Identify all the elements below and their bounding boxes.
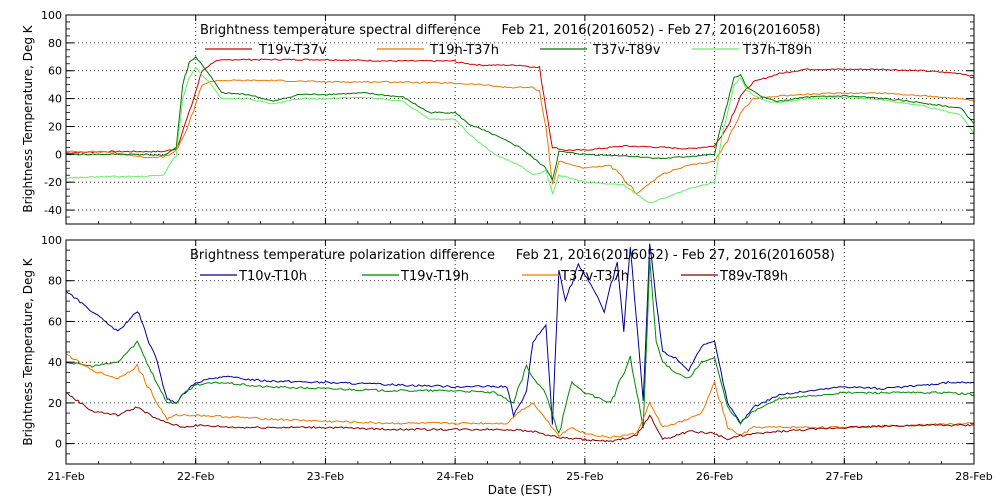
x-tick-label: 27-Feb (826, 470, 863, 483)
series-line-t19v-t37v (66, 58, 974, 154)
y-tick-label: 80 (48, 275, 62, 288)
plot-frame (65, 14, 975, 225)
y-tick-label: 40 (48, 93, 62, 106)
polarization-difference-panel: Brightness temperature polarization diff… (21, 234, 993, 497)
y-tick-label: 40 (48, 356, 62, 369)
legend-label: T37v-T89v (592, 43, 661, 58)
series-line-t37h-t89h (66, 67, 974, 204)
legend-label: T19h-T37h (429, 43, 499, 58)
y-tick-label: 60 (48, 65, 62, 78)
y-tick-label: -40 (44, 204, 62, 217)
series-line-t10v-t10h (66, 243, 974, 426)
chart-title: Brightness temperature spectral differen… (200, 23, 821, 38)
y-tick-label: 100 (41, 9, 62, 22)
x-axis-label: Date (EST) (488, 483, 552, 497)
x-tick-label: 26-Feb (696, 470, 733, 483)
x-tick-label: 21-Feb (47, 470, 84, 483)
y-axis-label: Brightness Temperature, Deg K (21, 257, 35, 445)
legend: T10v-T10h T19v-T19h T37v-T37h T89v-T89h (200, 269, 788, 284)
x-tick-label: 25-Feb (566, 470, 603, 483)
chart-title: Brightness temperature polarization diff… (190, 248, 835, 263)
y-tick-label: 60 (48, 315, 62, 328)
legend: T19v-T37v T19h-T37h T37v-T89v T37h-T89h (205, 43, 812, 58)
legend-label: T10v-T10h (238, 269, 307, 284)
spectral-difference-panel: Brightness temperature spectral differen… (21, 9, 975, 225)
legend-label: T89v-T89h (719, 269, 788, 284)
x-tick-label: 22-Feb (177, 470, 214, 483)
legend-label: T19v-T37v (258, 43, 327, 58)
y-tick-label: 80 (48, 37, 62, 50)
y-tick-label: 0 (55, 148, 62, 161)
y-tick-label: -20 (44, 176, 62, 189)
x-tick-label: 28-Feb (955, 470, 992, 483)
x-tick-label: 24-Feb (436, 470, 473, 483)
y-tick-label: 100 (41, 234, 62, 247)
legend-label: T37v-T37h (560, 269, 629, 284)
series-line-t19h-t37h (66, 79, 974, 195)
series-line-t37v-t89v (66, 55, 974, 182)
y-tick-label: 20 (48, 120, 62, 133)
plot-frame (65, 239, 975, 465)
y-axis-label: Brightness Temperature, Deg K (21, 24, 35, 212)
y-tick-label: 0 (55, 438, 62, 451)
legend-label: T37h-T89h (742, 43, 812, 58)
series-line-t89v-t89h (66, 392, 974, 443)
y-tick-label: 20 (48, 397, 62, 410)
legend-label: T19v-T19h (400, 269, 469, 284)
x-tick-label: 23-Feb (307, 470, 344, 483)
series-line-t19v-t19h (66, 258, 974, 434)
